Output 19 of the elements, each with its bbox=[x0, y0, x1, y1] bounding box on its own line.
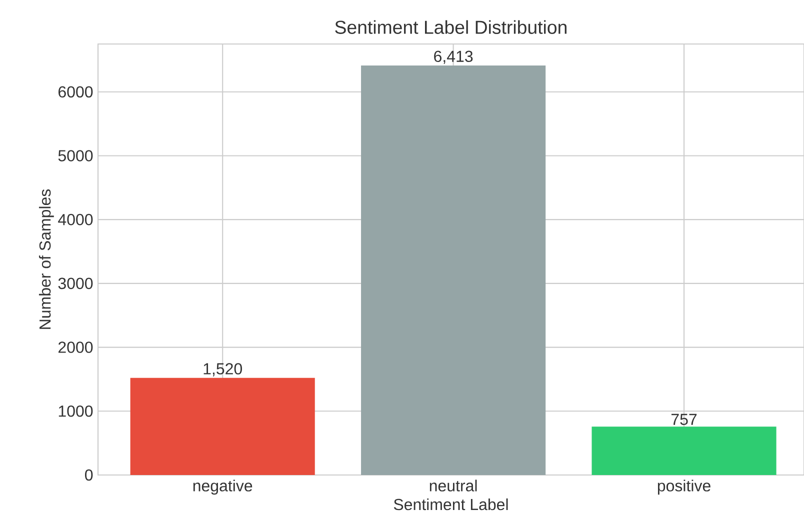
data-label: 6,413 bbox=[434, 50, 473, 64]
x-tick-label: positive bbox=[658, 480, 710, 495]
y-tick-label: 3000 bbox=[58, 278, 93, 290]
bar bbox=[592, 426, 776, 475]
data-label: 1,520 bbox=[204, 363, 242, 376]
x-axis-title: Sentiment Label bbox=[394, 498, 508, 510]
y-tick-label: 1000 bbox=[58, 405, 93, 417]
y-axis-title: Number of Samples bbox=[38, 189, 54, 329]
chart-title: Sentiment Label Distribution bbox=[335, 20, 566, 34]
y-tick-label: 0 bbox=[85, 469, 93, 481]
x-tick-label: negative bbox=[193, 480, 252, 495]
y-tick-label: 5000 bbox=[58, 150, 93, 162]
bar bbox=[361, 66, 546, 475]
y-tick-label: 6000 bbox=[58, 86, 93, 98]
y-tick-label: 4000 bbox=[58, 214, 93, 226]
bar bbox=[130, 378, 315, 475]
y-tick-label: 2000 bbox=[58, 342, 93, 353]
data-label: 757 bbox=[671, 414, 697, 426]
x-tick-label: neutral bbox=[430, 480, 477, 492]
